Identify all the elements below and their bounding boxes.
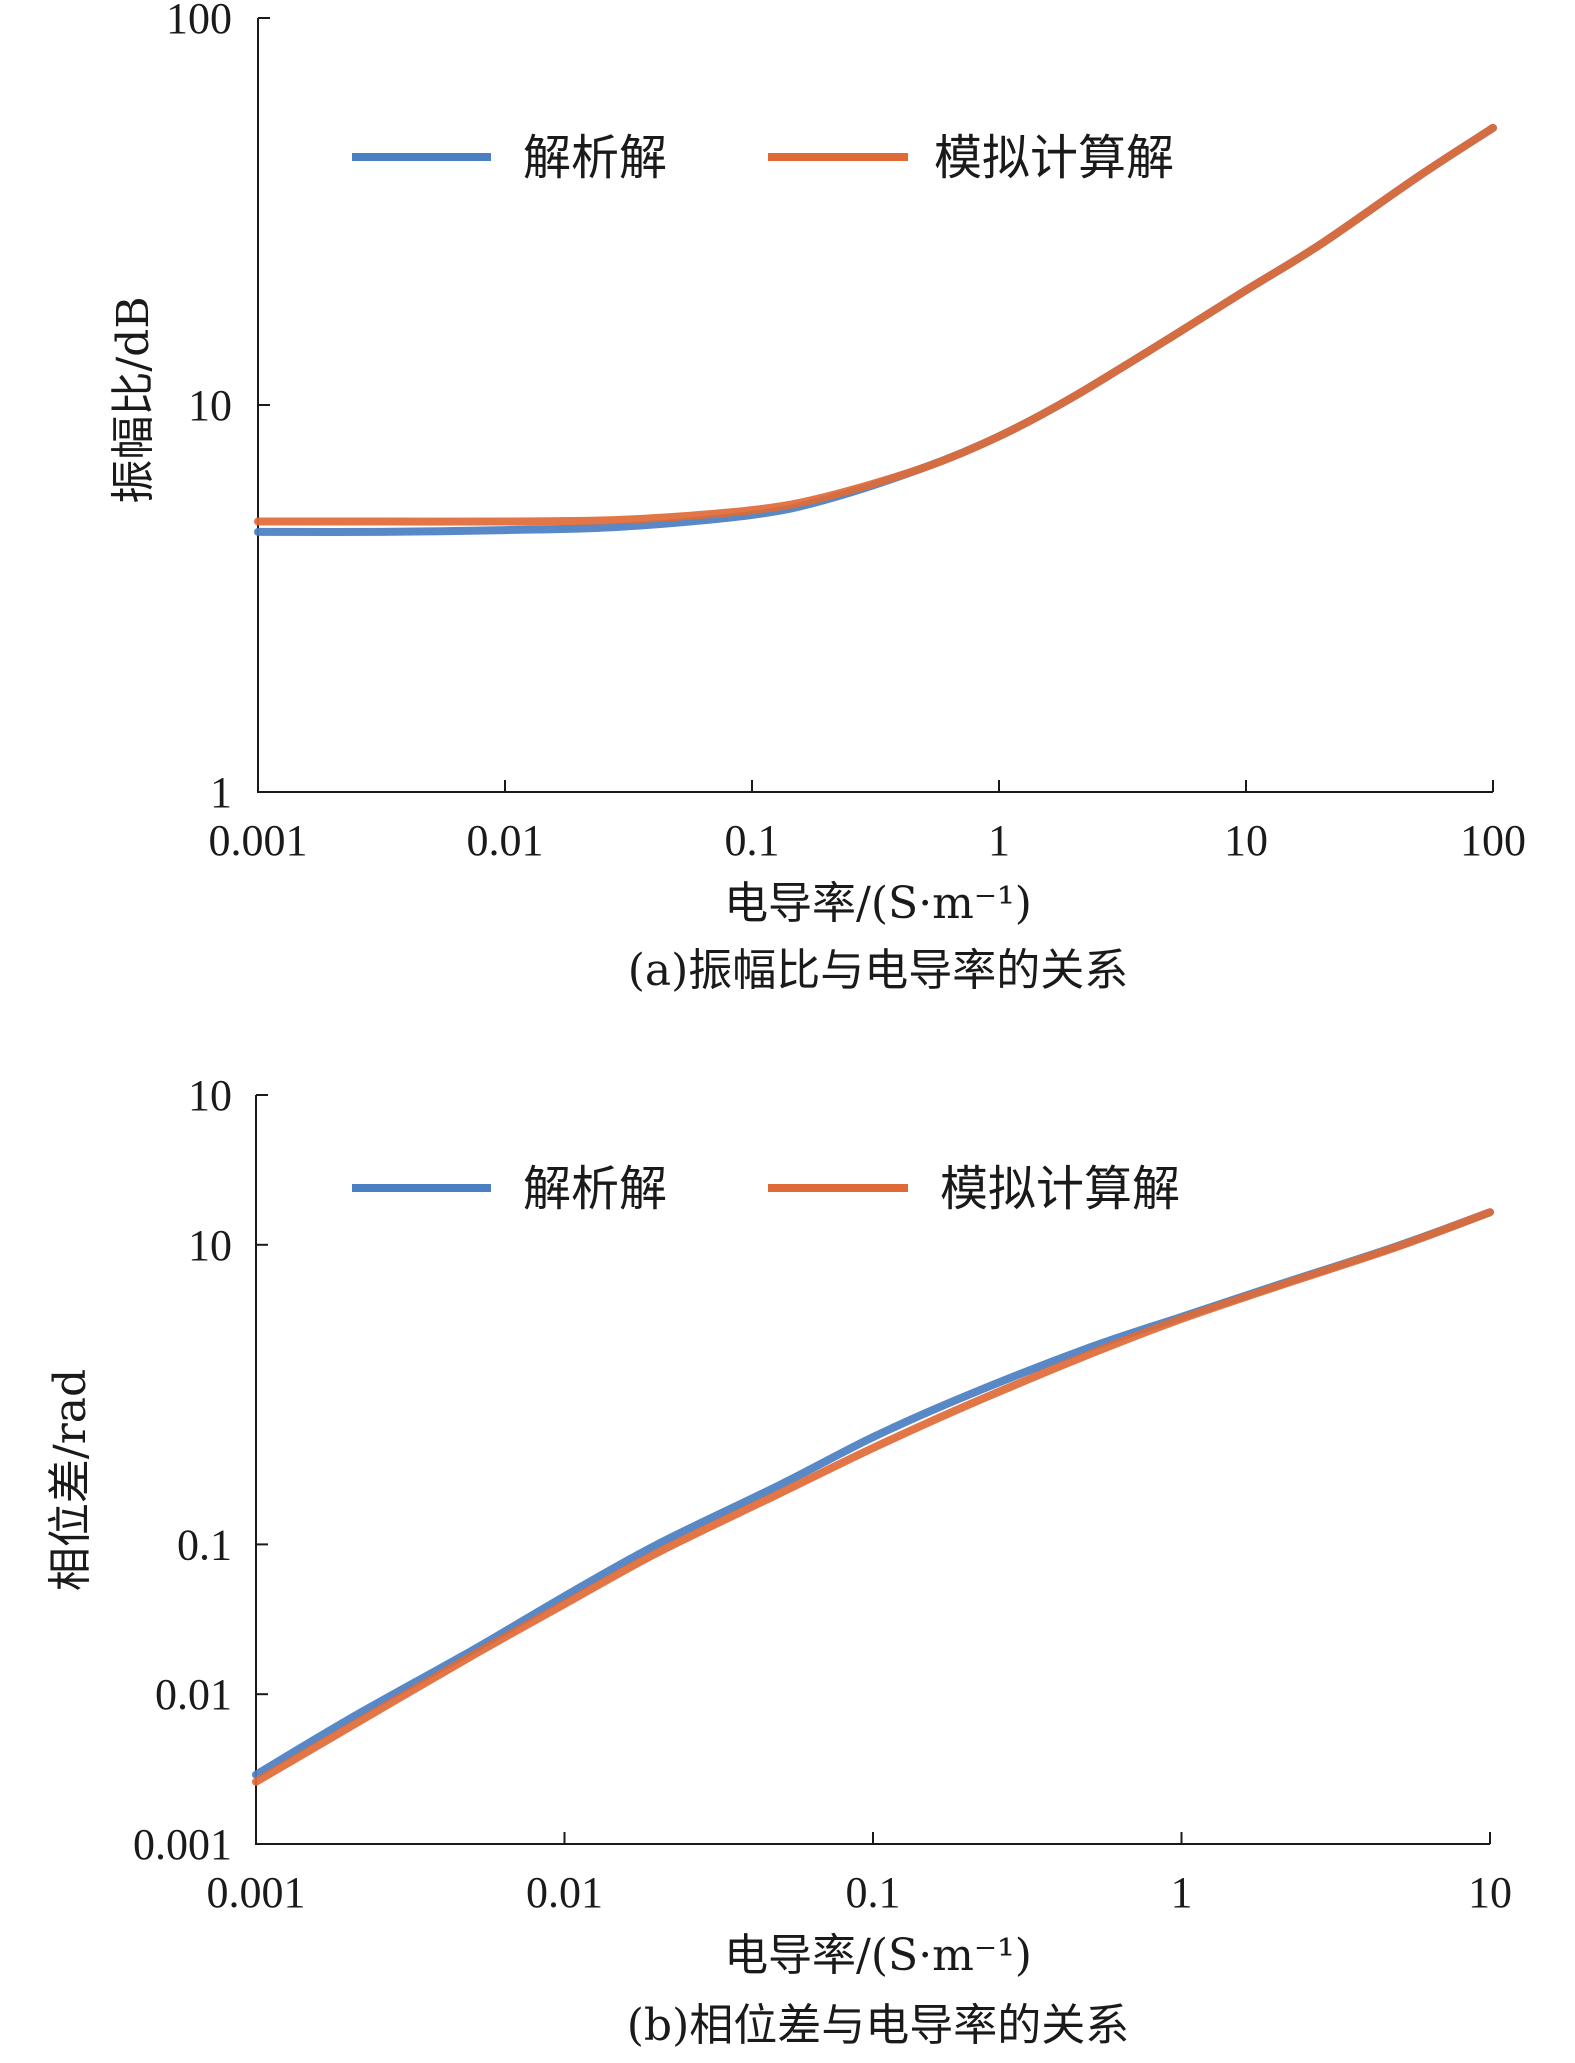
series-line-simulated: [254, 123, 1497, 526]
x-tick-label: 100: [1460, 816, 1526, 865]
x-tick-label: 0.001: [209, 816, 308, 865]
y-tick-label: 100: [166, 0, 232, 43]
y-axis-label: 振幅比/dB: [108, 296, 159, 503]
legend-label: 解析解: [523, 1161, 667, 1217]
x-tick-label: 0.1: [846, 1868, 901, 1917]
x-axis-label: 电导率/(S·m⁻¹): [724, 878, 1032, 929]
x-tick-label: 0.01: [526, 1868, 603, 1917]
figure-caption: (a)振幅比与电导率的关系: [628, 945, 1129, 996]
series-line-analytic: [252, 1208, 1494, 1779]
legend-label: 模拟计算解: [934, 130, 1174, 186]
chart-panel-a: 0.001 0.01 0.1 1 10 100 1 10 100 电导率/(S·m⁻¹) 振幅比/d…: [108, 0, 1526, 996]
y-tick-label: 0.1: [177, 1520, 232, 1569]
x-axis-label: 电导率/(S·m⁻¹): [724, 1930, 1032, 1981]
y-axis-label: 相位差/rad: [45, 1369, 96, 1591]
legend-label: 解析解: [523, 130, 667, 186]
x-tick-label: 1: [988, 816, 1010, 865]
axis-lines: [257, 18, 1493, 793]
x-tick-label: 1: [1171, 1868, 1193, 1917]
x-tick-label: 10: [1468, 1868, 1512, 1917]
series-line-simulated: [252, 1208, 1494, 1786]
figure-caption: (b)相位差与电导率的关系: [627, 2000, 1130, 2051]
y-tick-label: 10: [188, 381, 232, 430]
x-tick-label: 0.01: [467, 816, 544, 865]
x-tick-label: 0.1: [725, 816, 780, 865]
x-tick-label: 0.001: [207, 1868, 306, 1917]
series-line-analytic: [254, 123, 1497, 537]
x-tick-label: 10: [1224, 816, 1268, 865]
y-tick-label: 0.01: [155, 1670, 232, 1719]
legend-label: 模拟计算解: [940, 1161, 1180, 1217]
y-tick-label: 0.001: [133, 1820, 232, 1869]
y-tick-label: 1: [210, 768, 232, 817]
y-tick-label: 10: [188, 1221, 232, 1270]
y-tick-label: 10: [188, 1071, 232, 1120]
axis-lines: [255, 1095, 1490, 1845]
chart-panel-b: 0.001 0.01 0.1 1 10 0.001 0.01 0.1 10 10 电导率/(S·m⁻…: [45, 1071, 1512, 2051]
